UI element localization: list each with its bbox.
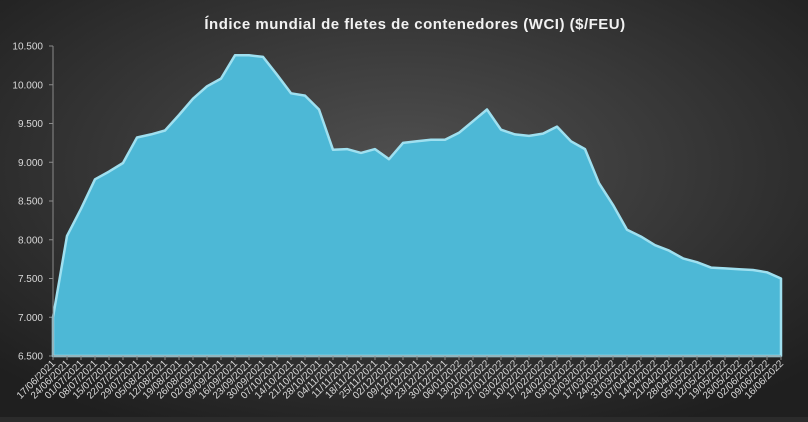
chart-title: Índice mundial de fletes de contenedores… <box>204 16 625 33</box>
y-tick-label: 9.500 <box>18 119 43 130</box>
y-tick-label: 10.500 <box>12 42 43 53</box>
y-tick-label: 7.000 <box>18 313 43 324</box>
y-tick-label: 10.000 <box>12 80 43 91</box>
y-tick-label: 6.500 <box>18 352 43 363</box>
y-tick-label: 8.500 <box>18 197 43 208</box>
y-tick-label: 7.500 <box>18 274 43 285</box>
y-tick-label: 8.000 <box>18 235 43 246</box>
area <box>51 54 783 358</box>
y-tick-label: 9.000 <box>18 158 43 169</box>
